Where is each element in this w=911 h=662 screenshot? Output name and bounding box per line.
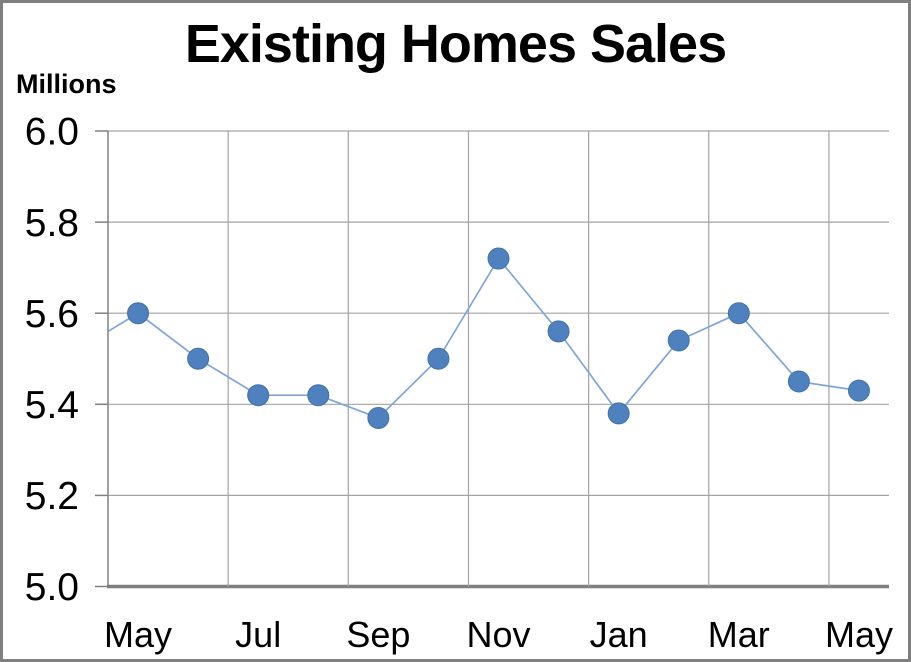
- data-point-marker: [847, 379, 870, 402]
- plot-area: 5.0 5.2 5.4 5.6 5.8 6.0 May Jul Sep Nov Jan Mar May: [25, 111, 893, 655]
- y-tick-label: 6.0: [25, 111, 79, 154]
- chart-title: Existing Homes Sales: [184, 14, 727, 74]
- x-tick-label: Sep: [346, 614, 410, 655]
- data-point-marker: [787, 370, 810, 393]
- y-axis-unit-label: Millions: [16, 69, 117, 99]
- x-tick-label: Jan: [590, 614, 648, 655]
- data-point-marker: [307, 384, 330, 407]
- y-tick-label: 5.2: [25, 475, 79, 518]
- data-point-marker: [367, 406, 390, 429]
- data-point-marker: [487, 247, 510, 270]
- data-point-marker: [187, 347, 210, 370]
- data-point-marker: [127, 302, 150, 325]
- data-point-marker: [547, 320, 570, 343]
- series-line: [107, 257, 860, 419]
- data-point-marker: [427, 347, 450, 370]
- x-tick-label: Mar: [708, 614, 770, 655]
- x-tick-label: May: [825, 614, 893, 655]
- data-point-marker: [667, 329, 690, 352]
- data-point-marker: [247, 384, 270, 407]
- data-point-marker: [607, 402, 630, 425]
- x-tick-label: Jul: [235, 614, 281, 655]
- y-tick-label: 5.4: [25, 384, 79, 427]
- y-tick-label: 5.0: [25, 566, 79, 609]
- x-tick-label: Nov: [466, 614, 530, 655]
- y-tick-label: 5.8: [25, 202, 79, 245]
- x-tick-label: May: [104, 614, 172, 655]
- y-tick-label: 5.6: [25, 293, 79, 336]
- data-point-marker: [727, 302, 750, 325]
